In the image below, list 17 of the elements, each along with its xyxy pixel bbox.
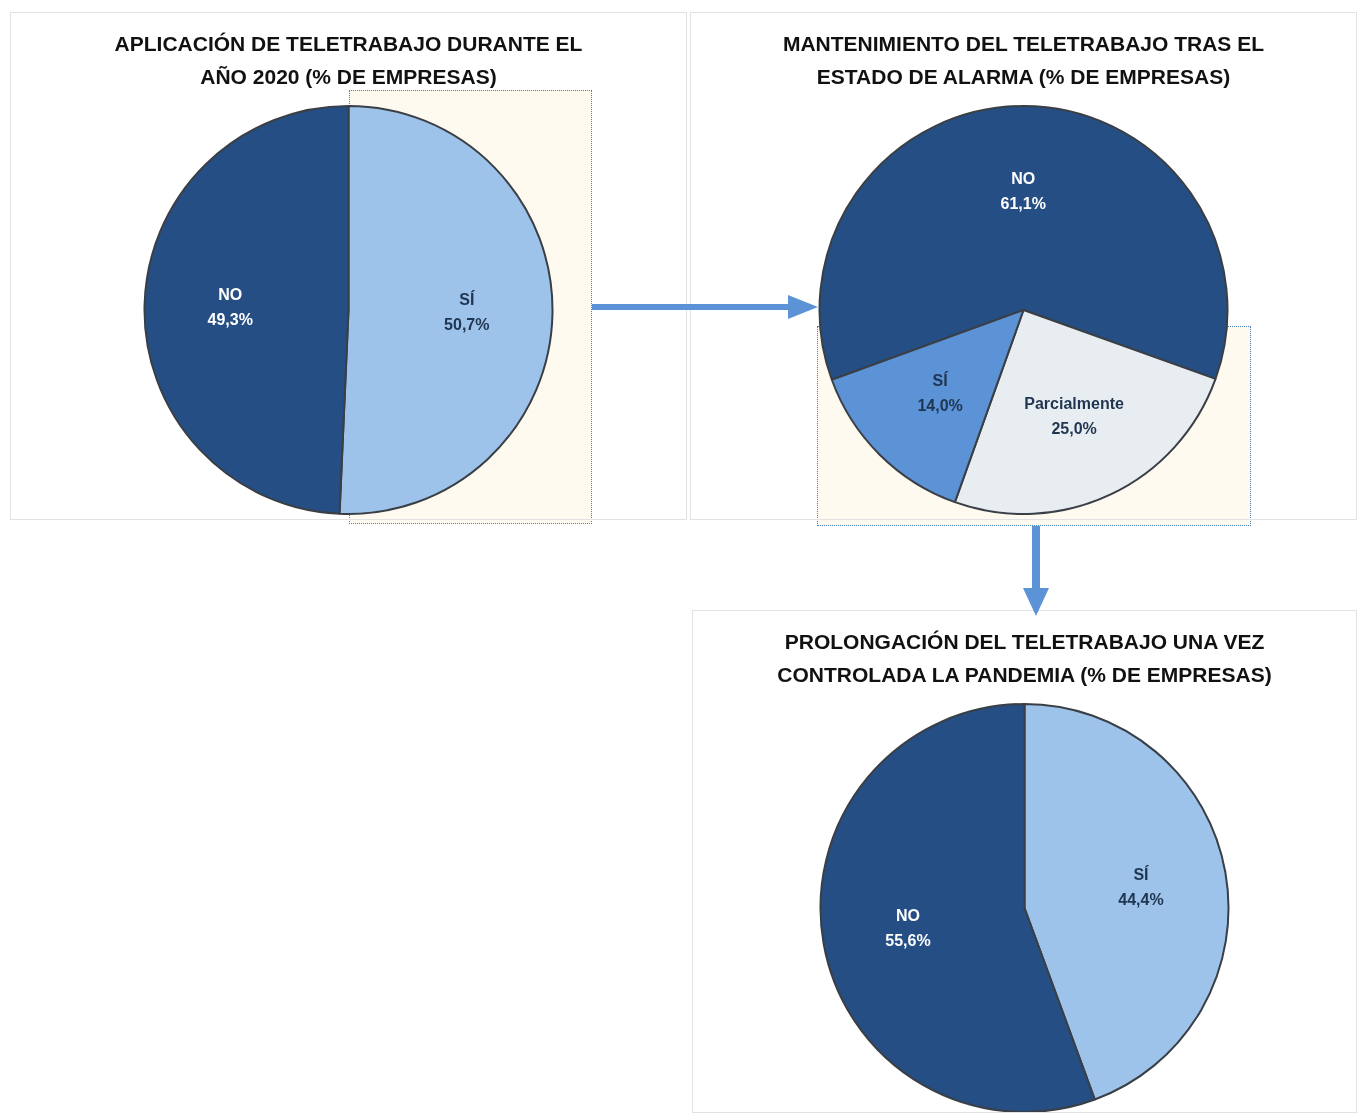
slice-label: NO (896, 907, 921, 925)
chart-title: PROLONGACIÓN DEL TELETRABAJO UNA VEZ CONTROLADA LA PANDEMIA (% DE EMPRESAS) (776, 629, 1273, 688)
slice-label: NO (1011, 170, 1036, 188)
slice-label: SÍ (932, 371, 949, 390)
slice-label: Parcialmente (1024, 395, 1124, 413)
chart-title: APLICACIÓN DE TELETRABAJO DURANTE EL AÑO 2020 (% DE EMPRESAS) (113, 31, 584, 90)
data-label: 55,6% (885, 932, 931, 950)
slice-label: SÍ (459, 290, 475, 309)
data-label: 61,1% (1000, 195, 1046, 213)
data-label: 49,3% (207, 310, 253, 328)
data-label: 25,0% (1051, 420, 1097, 438)
chart-title: MANTENIMIENTO DEL TELETRABAJO TRAS EL ESTADO DE ALARMA (% DE EMPRESAS) (781, 31, 1266, 90)
slice-label: NO (218, 285, 243, 303)
slice-label: SÍ (1133, 864, 1150, 883)
data-label: 14,0% (917, 397, 963, 415)
data-label: 50,7% (444, 316, 490, 334)
data-label: 44,4% (1118, 890, 1164, 908)
